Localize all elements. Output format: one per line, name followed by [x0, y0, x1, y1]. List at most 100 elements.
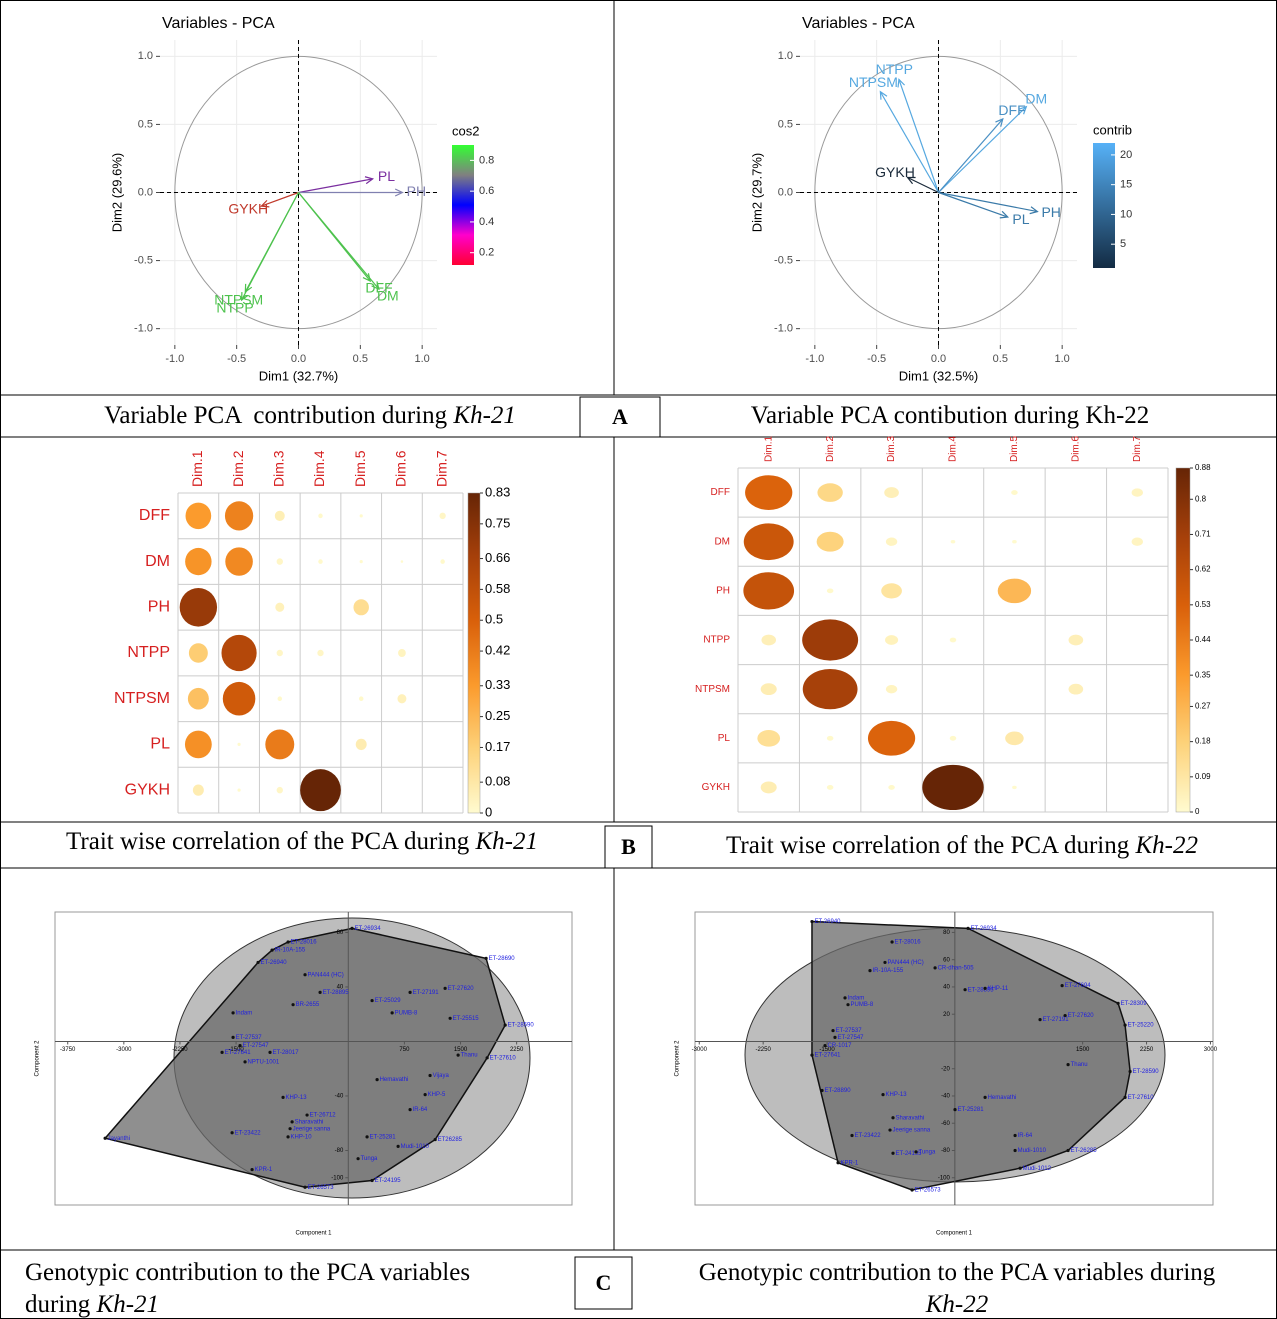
genotype-point [370, 1178, 374, 1183]
genotype-point [484, 956, 488, 960]
genotype-label: KHP-10 [291, 1134, 313, 1140]
genotype-point [1128, 1069, 1132, 1074]
caption-part: Genotypic contribution to the PCA variab… [25, 1259, 470, 1286]
genotype-point [231, 1035, 235, 1039]
genotype-point [890, 940, 894, 944]
genotype-label: ET-28016 [895, 940, 922, 946]
correlation-circle [922, 764, 984, 811]
caption-part: Kh-21 [474, 828, 538, 855]
genotype-point [303, 973, 307, 977]
genotype-label: ET-28690 [489, 956, 516, 962]
caption-part: Variable PCA contibution during Kh-22 [751, 402, 1150, 429]
genotype-label: Tunga [919, 1149, 936, 1155]
genotype-label: Jayanthi [108, 1136, 130, 1142]
genotype-point [1018, 1166, 1022, 1170]
correlation-circle [184, 730, 212, 759]
correlation-circle [188, 643, 208, 663]
arrow [938, 191, 1038, 213]
x-tick-label: 0.5 [353, 353, 368, 365]
genotype-label: ET-27620 [448, 986, 475, 992]
arrow [907, 176, 939, 194]
colorbar-label: 0 [485, 804, 492, 819]
correlation-circle [949, 735, 957, 741]
genotype-point [933, 966, 937, 970]
correlation-circle [950, 540, 956, 544]
x-tick-label: -3000 [116, 1047, 132, 1053]
x-tick-label: -0.5 [227, 353, 246, 365]
genotype-label: BR-2655 [296, 1002, 320, 1008]
genotype-point [230, 1131, 234, 1135]
genotype-point [286, 940, 290, 944]
correlation-circle [265, 729, 295, 760]
x-tick-label: 1500 [454, 1047, 468, 1053]
genotype-label: ET-27641 [225, 1050, 252, 1056]
genotype-label: Tunga [361, 1156, 378, 1162]
genotype-label: ET-26285 [1071, 1148, 1098, 1154]
variable-label: DM [1025, 90, 1047, 106]
genotype-label: Indam [236, 1010, 253, 1016]
correlation-circle [192, 784, 204, 796]
genotype-label: PAN444 (HC) [308, 972, 344, 978]
panel-letter: B [621, 834, 636, 859]
genotype-point [443, 986, 447, 990]
variable-label: DM [377, 288, 399, 304]
variable-label: PH [1041, 204, 1060, 220]
x-tick-label: 3000 [1204, 1047, 1218, 1053]
x-tick-label: -1.0 [165, 353, 184, 365]
arrow-head [995, 117, 1004, 127]
genotype-point [286, 1135, 290, 1139]
genotype-point [365, 1135, 369, 1139]
genotype-label: ET-26573 [915, 1188, 942, 1194]
legend-title: contrib [1093, 122, 1132, 137]
caption: Variable PCA contribution during Kh-21 [104, 402, 516, 429]
y-tick-label: -40 [335, 1094, 344, 1100]
genotype-label: IR-64 [413, 1107, 428, 1113]
genotype-label: IR-10A-155 [872, 968, 903, 974]
correlation-circle [359, 559, 363, 564]
y-tick-label: -1.0 [134, 323, 153, 335]
genotype-label: ET-26940 [261, 960, 288, 966]
genotype-label: ET-26712 [310, 1113, 337, 1119]
genotype-label: KHP-11 [988, 986, 1009, 992]
correlation-circle [179, 587, 218, 627]
arrow-head [906, 176, 916, 185]
x-tick-label: -3750 [60, 1047, 76, 1053]
genotype-label: ET-25281 [370, 1134, 397, 1140]
correlation-circle [743, 572, 795, 610]
x-tick-label: 2250 [1140, 1047, 1154, 1053]
arrow [298, 178, 373, 194]
correlation-circle [440, 559, 445, 564]
correlation-circle [885, 635, 899, 645]
genotype-point [1013, 1133, 1017, 1138]
x-tick-label: 1.0 [415, 353, 430, 365]
genotype-point [390, 1011, 394, 1015]
y-tick-label: -40 [941, 1094, 950, 1100]
correlation-circle [185, 502, 212, 530]
genotype-point [1123, 1095, 1127, 1099]
row-label: GYKH [702, 782, 730, 793]
correlation-circle [743, 523, 794, 561]
row-label: DM [714, 536, 730, 547]
correlation-circle [397, 694, 407, 704]
caption-part: Trait wise correlation of the PCA during [726, 832, 1135, 859]
legend-tick-label: 0.2 [479, 247, 494, 259]
genotype-point [888, 1128, 892, 1132]
genotype-label: ET26285 [438, 1137, 463, 1143]
x-axis-label: Component 1 [936, 1231, 973, 1237]
genotype-point [810, 919, 814, 924]
genotype-point [220, 1050, 224, 1054]
correlation-circle [398, 649, 406, 657]
y-tick-label: 80 [943, 930, 950, 936]
y-tick-label: -100 [331, 1175, 344, 1181]
arrow-head [364, 176, 375, 185]
arrow [938, 191, 1008, 218]
caption-part: Kh-21 [452, 402, 516, 429]
caption-part: during [25, 1291, 97, 1318]
arrow [938, 106, 1027, 193]
genotype-label: Sharavathi [895, 1115, 924, 1121]
genotype-label: IR-10A-155 [275, 948, 306, 954]
variable-label: GYKH [228, 200, 268, 216]
correlation-circle [317, 649, 324, 657]
colorbar-label: 0.5 [485, 612, 503, 627]
genotype-point [305, 1113, 309, 1117]
